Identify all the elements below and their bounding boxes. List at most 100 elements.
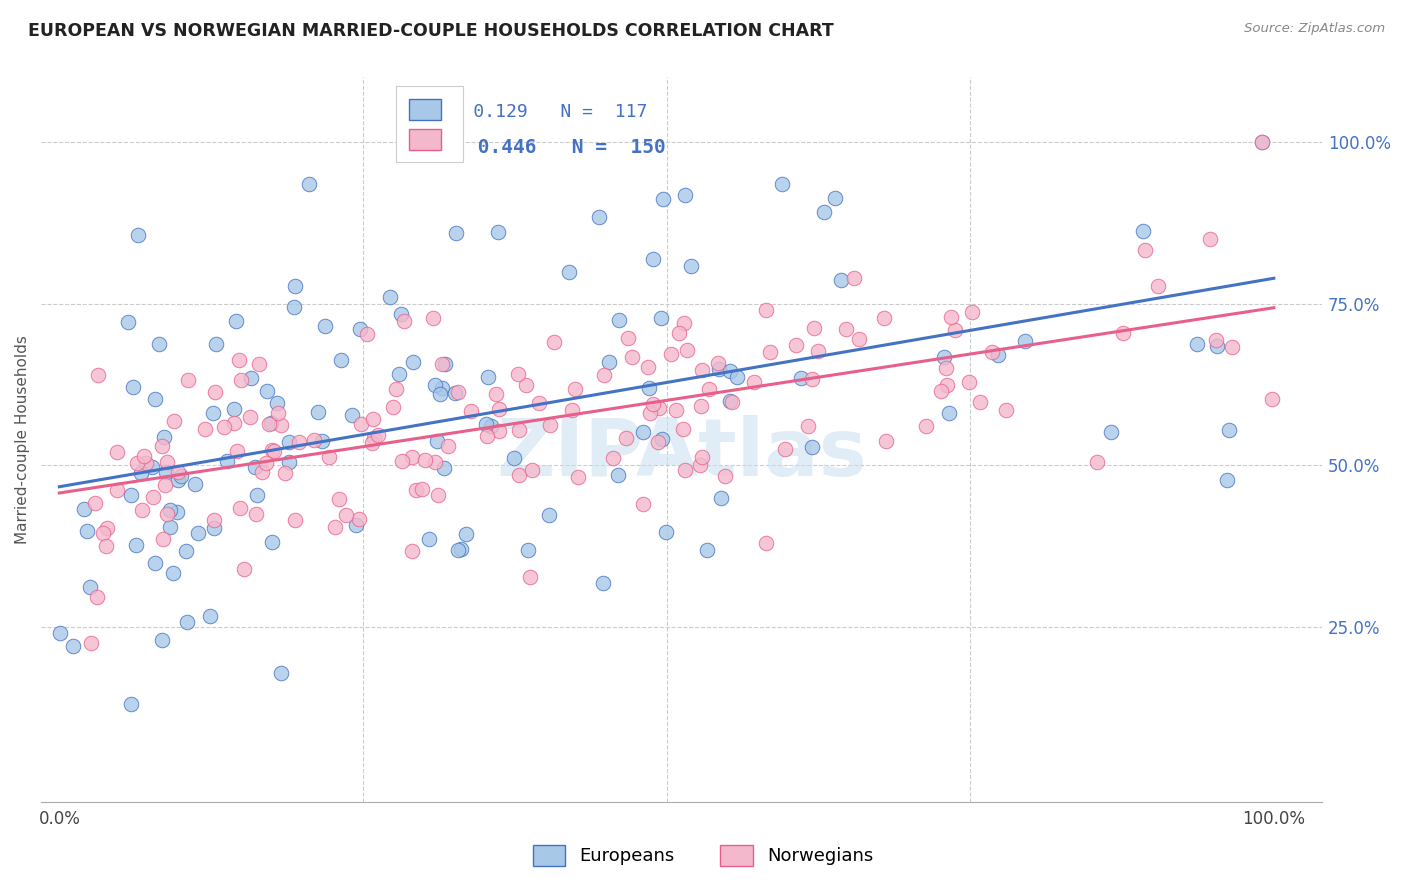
Point	[929, 384, 952, 398]
Point	[508, 468, 530, 483]
Point	[49, 626, 72, 640]
Point	[673, 188, 696, 202]
Point	[328, 491, 350, 506]
Point	[1101, 425, 1123, 439]
Point	[284, 279, 307, 293]
Point	[278, 455, 301, 469]
Point	[125, 456, 148, 470]
Point	[607, 313, 630, 327]
Point	[941, 310, 963, 325]
Point	[202, 513, 225, 527]
Point	[423, 455, 446, 469]
Point	[389, 307, 412, 321]
Point	[205, 337, 228, 351]
Point	[773, 442, 796, 456]
Point	[233, 562, 256, 576]
Point	[142, 491, 165, 505]
Point	[302, 434, 325, 448]
Point	[672, 422, 695, 436]
Point	[1147, 279, 1170, 293]
Point	[204, 384, 226, 399]
Legend: , : ,	[396, 87, 463, 162]
Point	[62, 639, 84, 653]
Point	[477, 429, 499, 443]
Point	[519, 570, 541, 584]
Point	[598, 355, 620, 369]
Point	[935, 360, 957, 375]
Point	[648, 401, 671, 416]
Point	[689, 458, 711, 473]
Point	[105, 483, 128, 497]
Point	[314, 319, 336, 334]
Point	[515, 378, 537, 392]
Point	[162, 566, 184, 581]
Point	[807, 343, 830, 358]
Point	[485, 386, 508, 401]
Point	[960, 305, 983, 319]
Point	[527, 396, 550, 410]
Point	[350, 417, 373, 432]
Point	[690, 363, 713, 377]
Text: Source: ZipAtlas.com: Source: ZipAtlas.com	[1244, 22, 1385, 36]
Point	[225, 313, 247, 327]
Point	[1185, 336, 1208, 351]
Point	[520, 463, 543, 477]
Point	[790, 370, 813, 384]
Point	[592, 576, 614, 591]
Point	[538, 418, 561, 433]
Point	[842, 271, 865, 285]
Point	[335, 508, 357, 523]
Point	[184, 476, 207, 491]
Point	[155, 478, 177, 492]
Point	[710, 491, 733, 506]
Point	[558, 265, 581, 279]
Point	[385, 382, 408, 396]
Point	[638, 381, 661, 395]
Point	[222, 416, 245, 430]
Point	[411, 482, 433, 496]
Point	[256, 384, 278, 398]
Point	[150, 632, 173, 647]
Point	[257, 417, 280, 431]
Point	[127, 228, 149, 243]
Point	[356, 326, 378, 341]
Point	[215, 454, 238, 468]
Point	[124, 538, 146, 552]
Point	[135, 456, 157, 470]
Point	[718, 393, 741, 408]
Point	[631, 425, 654, 439]
Point	[1215, 473, 1237, 487]
Point	[129, 466, 152, 480]
Point	[84, 496, 107, 510]
Point	[943, 323, 966, 337]
Text: R =  0.129   N =  117: R = 0.129 N = 117	[419, 103, 648, 121]
Point	[443, 385, 465, 400]
Point	[426, 434, 449, 449]
Point	[1085, 455, 1108, 469]
Point	[323, 520, 346, 534]
Point	[388, 367, 411, 381]
Point	[437, 439, 460, 453]
Point	[382, 401, 405, 415]
Point	[298, 177, 321, 191]
Point	[803, 321, 825, 335]
Point	[755, 303, 778, 318]
Point	[262, 534, 284, 549]
Text: ZIPAtlas: ZIPAtlas	[496, 415, 868, 493]
Point	[800, 372, 823, 386]
Point	[311, 434, 333, 448]
Point	[402, 355, 425, 369]
Point	[401, 450, 423, 465]
Point	[543, 334, 565, 349]
Point	[447, 385, 470, 400]
Point	[661, 347, 683, 361]
Point	[643, 252, 665, 266]
Point	[875, 434, 897, 448]
Point	[1205, 339, 1227, 353]
Point	[516, 543, 538, 558]
Point	[201, 406, 224, 420]
Point	[225, 443, 247, 458]
Point	[96, 521, 118, 535]
Point	[647, 435, 669, 450]
Point	[266, 396, 288, 410]
